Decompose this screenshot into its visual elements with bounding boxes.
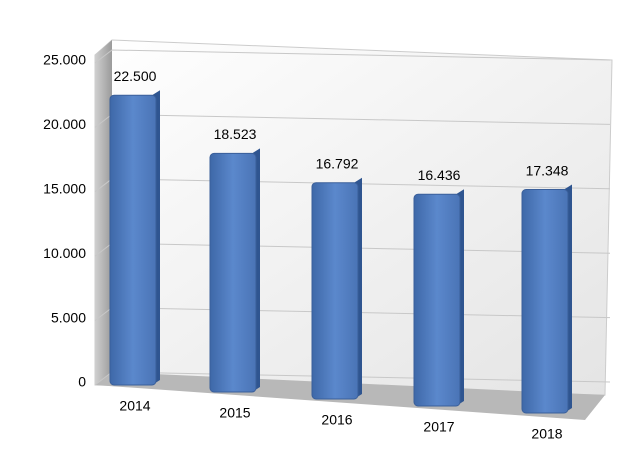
bar bbox=[413, 193, 461, 407]
x-tick-label: 2016 bbox=[321, 412, 352, 428]
value-label: 16.792 bbox=[316, 155, 359, 171]
y-tick-label: 20.000 bbox=[43, 116, 86, 132]
y-tick-label: 25.000 bbox=[43, 52, 86, 68]
side-wall bbox=[95, 40, 112, 385]
y-tick-label: 5.000 bbox=[51, 309, 86, 325]
value-label: 22.500 bbox=[114, 68, 157, 84]
bar bbox=[109, 94, 157, 386]
bar bbox=[311, 182, 359, 400]
grid-line bbox=[94, 49, 611, 64]
bar bbox=[521, 189, 569, 414]
x-tick-label: 2017 bbox=[423, 419, 454, 435]
y-tick-label: 15.000 bbox=[43, 181, 86, 197]
value-label: 16.436 bbox=[418, 167, 461, 183]
x-tick-label: 2015 bbox=[219, 405, 250, 421]
y-tick-label: 10.000 bbox=[43, 245, 86, 261]
x-tick-label: 2018 bbox=[531, 426, 562, 442]
bars bbox=[109, 90, 572, 414]
x-tick-label: 2014 bbox=[119, 398, 150, 414]
y-tick-label: 0 bbox=[78, 374, 86, 390]
bar bbox=[209, 152, 257, 393]
value-label: 17.348 bbox=[526, 162, 569, 178]
value-label: 18.523 bbox=[214, 126, 257, 142]
